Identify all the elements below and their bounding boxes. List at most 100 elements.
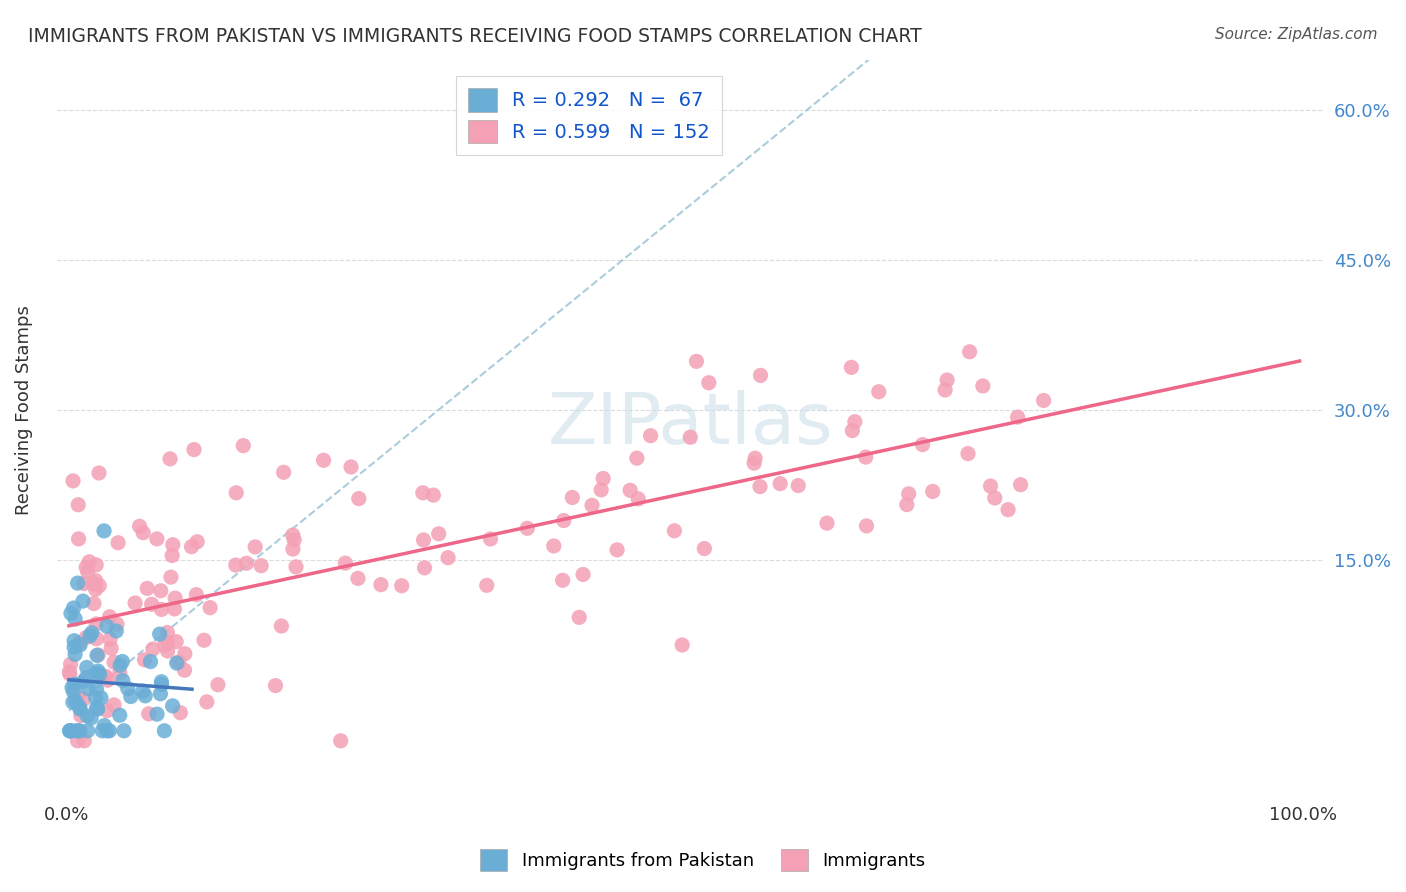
Immigrants (83, 667, 105, 681)
Text: 100.0%: 100.0% (1268, 806, 1337, 824)
Text: 0.0%: 0.0% (44, 806, 90, 824)
Immigrants (232, 439, 254, 453)
Immigrants (347, 571, 370, 585)
Immigrants (73, 733, 96, 747)
Immigrants (980, 479, 1002, 493)
Immigrants (697, 376, 720, 390)
Immigrants (82, 576, 104, 591)
Immigrants from Pakistan (60, 681, 83, 695)
Immigrants (225, 485, 247, 500)
Immigrants (626, 451, 648, 466)
Legend: R = 0.292   N =  67, R = 0.599   N = 152: R = 0.292 N = 67, R = 0.599 N = 152 (456, 77, 721, 155)
Immigrants (273, 465, 295, 479)
Immigrants (138, 706, 160, 721)
Immigrants from Pakistan (69, 700, 91, 714)
Immigrants from Pakistan (96, 723, 118, 738)
Immigrants from Pakistan (79, 629, 101, 643)
Immigrants from Pakistan (150, 677, 173, 691)
Immigrants (543, 539, 565, 553)
Immigrants (281, 528, 304, 542)
Immigrants (59, 657, 82, 672)
Immigrants (391, 579, 413, 593)
Immigrants (749, 480, 772, 494)
Legend: Immigrants from Pakistan, Immigrants: Immigrants from Pakistan, Immigrants (472, 842, 934, 879)
Immigrants from Pakistan (146, 707, 169, 722)
Immigrants from Pakistan (108, 658, 131, 673)
Immigrants from Pakistan (90, 690, 112, 705)
Immigrants (844, 415, 866, 429)
Immigrants (936, 373, 959, 387)
Immigrants (841, 360, 863, 375)
Immigrants (169, 706, 191, 720)
Immigrants from Pakistan (75, 671, 97, 685)
Immigrants from Pakistan (149, 687, 172, 701)
Immigrants (165, 591, 187, 606)
Immigrants (422, 488, 444, 502)
Immigrants (165, 634, 187, 648)
Immigrants (124, 596, 146, 610)
Immigrants (370, 577, 392, 591)
Immigrants (664, 524, 686, 538)
Immigrants (76, 565, 98, 579)
Immigrants (335, 556, 357, 570)
Immigrants from Pakistan (59, 607, 82, 621)
Immigrants (100, 641, 122, 656)
Immigrants (553, 514, 575, 528)
Immigrants (479, 532, 502, 546)
Immigrants from Pakistan (69, 638, 91, 652)
Immigrants (84, 558, 107, 572)
Immigrants (193, 633, 215, 648)
Immigrants (159, 451, 181, 466)
Immigrants (606, 542, 628, 557)
Immigrants (911, 437, 934, 451)
Immigrants (195, 695, 218, 709)
Immigrants from Pakistan (87, 664, 110, 678)
Immigrants (58, 665, 80, 679)
Immigrants (77, 555, 100, 569)
Immigrants from Pakistan (77, 681, 100, 696)
Immigrants from Pakistan (86, 682, 108, 697)
Immigrants (173, 647, 195, 661)
Immigrants (959, 344, 981, 359)
Immigrants (640, 428, 662, 442)
Immigrants (551, 574, 574, 588)
Immigrants (592, 471, 614, 485)
Immigrants from Pakistan (62, 684, 84, 698)
Immigrants (97, 673, 120, 688)
Immigrants (173, 663, 195, 677)
Immigrants from Pakistan (65, 694, 87, 708)
Immigrants (156, 625, 179, 640)
Immigrants (1010, 477, 1032, 491)
Immigrants (427, 526, 450, 541)
Immigrants from Pakistan (62, 695, 84, 709)
Immigrants (87, 466, 110, 480)
Immigrants (1007, 410, 1029, 425)
Immigrants (207, 678, 229, 692)
Immigrants from Pakistan (112, 723, 135, 738)
Immigrants (744, 451, 766, 466)
Immigrants from Pakistan (59, 723, 82, 738)
Immigrants (83, 597, 105, 611)
Immigrants (105, 617, 128, 632)
Immigrants (136, 582, 159, 596)
Immigrants (67, 690, 90, 705)
Immigrants (67, 532, 90, 546)
Immigrants (150, 602, 173, 616)
Immigrants (956, 446, 979, 460)
Immigrants (475, 578, 498, 592)
Immigrants (516, 521, 538, 535)
Immigrants (93, 670, 115, 684)
Immigrants (84, 574, 107, 588)
Immigrants (413, 561, 436, 575)
Immigrants from Pakistan (69, 702, 91, 716)
Immigrants (972, 379, 994, 393)
Immigrants from Pakistan (134, 689, 156, 703)
Immigrants (186, 534, 208, 549)
Immigrants (84, 616, 107, 631)
Immigrants (156, 644, 179, 658)
Immigrants from Pakistan (98, 723, 121, 738)
Immigrants from Pakistan (67, 723, 90, 738)
Immigrants (96, 704, 118, 718)
Immigrants (243, 540, 266, 554)
Immigrants (149, 583, 172, 598)
